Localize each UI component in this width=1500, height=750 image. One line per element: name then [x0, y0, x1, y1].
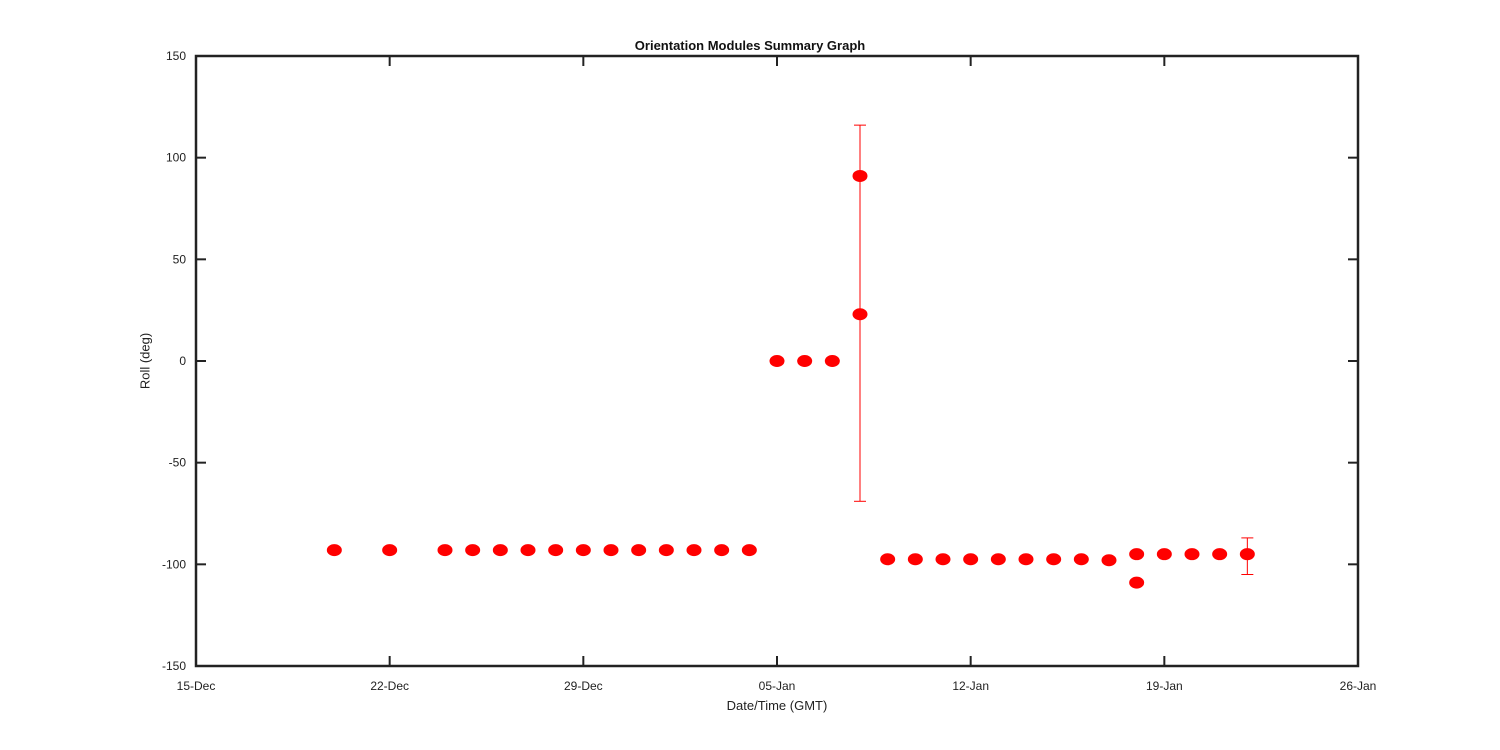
- y-tick-label: 100: [166, 151, 186, 165]
- data-point: [658, 544, 674, 557]
- x-tick-label: 19-Jan: [1146, 679, 1183, 693]
- data-point: [1184, 548, 1200, 561]
- data-point: [741, 544, 757, 557]
- data-point: [686, 544, 702, 557]
- data-point: [963, 553, 979, 566]
- y-tick-label: -150: [162, 659, 186, 673]
- x-tick-label: 22-Dec: [370, 679, 409, 693]
- data-point: [880, 553, 896, 566]
- plot-frame: [194, 54, 1360, 668]
- data-point: [492, 544, 508, 557]
- data-point: [852, 169, 868, 182]
- axis-ticks: 15-Dec 22-Dec 29-Dec 05-Jan 12-Jan 19-Jan 26-J…: [162, 49, 1376, 693]
- data-points: [326, 169, 1255, 589]
- y-tick-label: -50: [169, 456, 187, 470]
- data-point: [520, 544, 536, 557]
- data-point: [824, 355, 840, 367]
- y-axis-label: Roll (deg): [137, 332, 153, 390]
- data-point: [1212, 548, 1228, 561]
- data-point: [852, 308, 868, 321]
- y-tick-label: -100: [162, 557, 186, 571]
- data-point: [1129, 548, 1145, 561]
- x-tick-label: 05-Jan: [759, 679, 796, 693]
- data-point: [465, 544, 481, 557]
- x-axis-label: Date/Time (GMT): [726, 698, 828, 713]
- data-point: [907, 553, 923, 566]
- x-tick-label: 29-Dec: [564, 679, 603, 693]
- y-tick-label: 0: [179, 354, 186, 368]
- data-point: [990, 553, 1006, 566]
- data-point: [1129, 576, 1145, 589]
- data-point: [1156, 548, 1172, 561]
- data-point: [1101, 554, 1117, 567]
- error-bars: [854, 124, 1254, 575]
- data-point: [714, 544, 730, 557]
- data-point: [437, 544, 453, 557]
- x-tick-label: 15-Dec: [177, 679, 216, 693]
- data-point: [935, 553, 951, 566]
- x-tick-label: 12-Jan: [952, 679, 989, 693]
- y-tick-label: 50: [173, 252, 187, 266]
- chart-title: Orientation Modules Summary Graph: [634, 38, 866, 53]
- data-point: [326, 544, 342, 557]
- data-point: [603, 544, 619, 557]
- data-point: [575, 544, 591, 557]
- data-point: [1046, 553, 1062, 566]
- data-point: [548, 544, 564, 557]
- data-point: [382, 544, 398, 557]
- y-tick-label: 150: [166, 49, 186, 63]
- data-point: [631, 544, 647, 557]
- data-point: [1073, 553, 1089, 566]
- data-point: [1018, 553, 1034, 566]
- x-tick-label: 26-Jan: [1340, 679, 1377, 693]
- data-point: [797, 355, 813, 367]
- data-point: [1239, 548, 1255, 561]
- data-point: [769, 355, 785, 367]
